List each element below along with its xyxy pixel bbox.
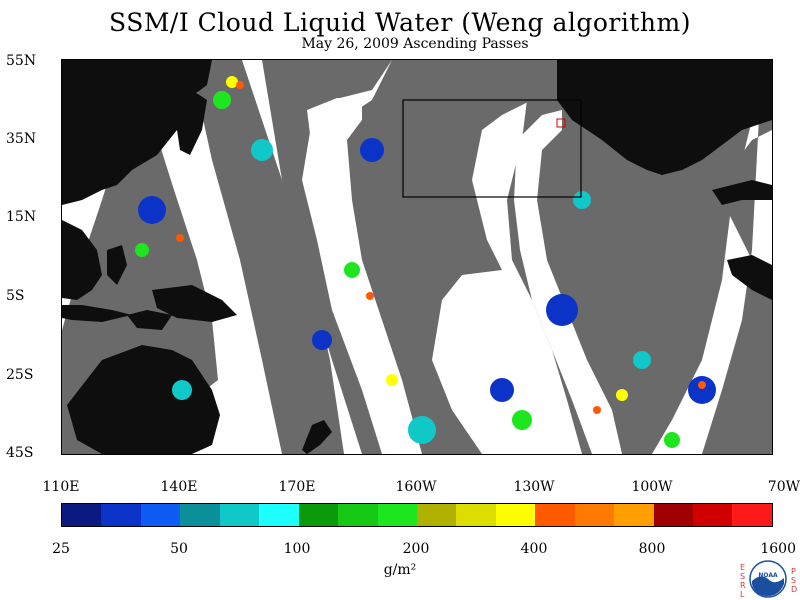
colorbar-swatch [495,504,536,526]
cloud-water-patterns [135,76,716,448]
colorbar-swatch [101,504,141,526]
colorbar-swatch [219,504,260,526]
lat-label: 25S [6,367,34,383]
noaa-logo-icon: NOAA [749,560,787,598]
map-svg [62,60,772,454]
colorbar-tick: 800 [638,541,666,557]
colorbar-swatch [653,504,693,526]
colorbar-swatch [693,504,733,526]
lon-label: 140E [160,479,198,495]
colorbar-swatch [377,504,417,526]
colorbar [61,503,773,527]
colorbar-swatch [180,504,220,526]
colorbar-swatch [298,504,339,526]
svg-text:NOAA: NOAA [758,572,778,579]
region-box [402,99,582,198]
lon-label: 70W [767,479,800,495]
colorbar-swatch [614,504,654,526]
lon-label: 100W [631,479,673,495]
lon-label: 170E [278,479,316,495]
colorbar-tick: 25 [52,541,70,557]
colorbar-swatch [259,504,299,526]
colorbar-swatch [535,504,575,526]
colorbar-tick: 1600 [760,541,796,557]
lat-label: 15N [6,209,37,225]
colorbar-swatch [140,504,181,526]
colorbar-tick: 400 [520,541,548,557]
colorbar-tick: 100 [283,541,311,557]
lon-label: 130W [513,479,555,495]
map-title: SSM/I Cloud Liquid Water (Weng algorithm… [109,8,691,37]
site-marker [556,118,566,128]
swath-white [307,98,622,454]
colorbar-swatch [416,504,457,526]
colorbar-units: g/m² [383,562,417,578]
lon-label: 110E [42,479,80,495]
colorbar-swatch [732,504,772,526]
colorbar-swatch [338,504,378,526]
lat-label: 55N [6,53,37,69]
colorbar-swatch [574,504,615,526]
lat-label: 5S [6,288,25,304]
colorbar-tick: 50 [170,541,188,557]
colorbar-tick: 200 [402,541,430,557]
land-masses [62,60,772,454]
lon-label: 160W [395,479,437,495]
lat-label: 45S [6,445,34,461]
lat-label: 35N [6,131,37,147]
map-panel [61,59,773,455]
colorbar-swatch [62,504,102,526]
map-subtitle: May 26, 2009 Ascending Passes [301,36,529,52]
colorbar-swatch [456,504,496,526]
